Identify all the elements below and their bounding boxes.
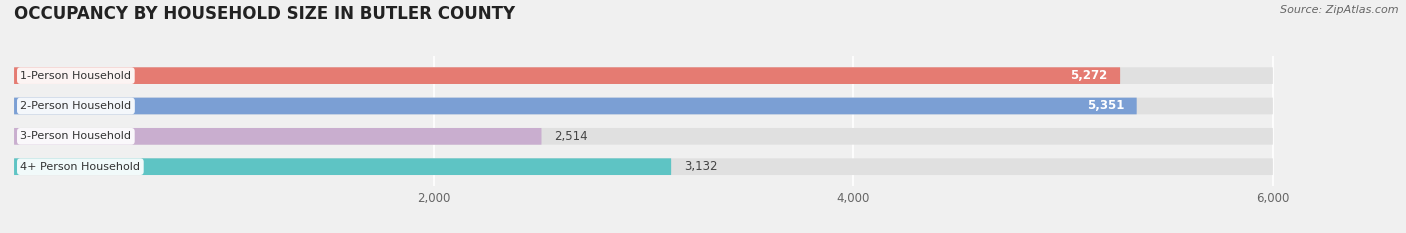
Text: 5,272: 5,272	[1070, 69, 1108, 82]
FancyBboxPatch shape	[14, 67, 1272, 84]
Text: 3,132: 3,132	[683, 160, 717, 173]
FancyBboxPatch shape	[14, 158, 1272, 175]
Text: OCCUPANCY BY HOUSEHOLD SIZE IN BUTLER COUNTY: OCCUPANCY BY HOUSEHOLD SIZE IN BUTLER CO…	[14, 5, 515, 23]
Text: 1-Person Household: 1-Person Household	[20, 71, 131, 81]
Text: 2,514: 2,514	[554, 130, 588, 143]
Text: Source: ZipAtlas.com: Source: ZipAtlas.com	[1281, 5, 1399, 15]
FancyBboxPatch shape	[14, 98, 1272, 114]
FancyBboxPatch shape	[14, 158, 671, 175]
FancyBboxPatch shape	[14, 128, 541, 145]
Text: 3-Person Household: 3-Person Household	[20, 131, 131, 141]
Text: 5,351: 5,351	[1087, 99, 1125, 113]
FancyBboxPatch shape	[14, 67, 1121, 84]
Text: 4+ Person Household: 4+ Person Household	[20, 162, 141, 172]
FancyBboxPatch shape	[14, 128, 1272, 145]
Text: 2-Person Household: 2-Person Household	[20, 101, 132, 111]
FancyBboxPatch shape	[14, 98, 1136, 114]
